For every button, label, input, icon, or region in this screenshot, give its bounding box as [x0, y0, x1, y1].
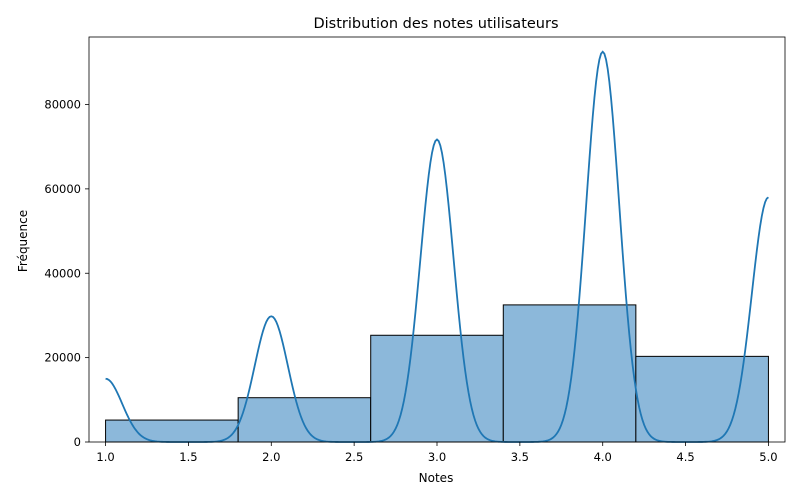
y-axis-ticks: 0 20000 40000 60000 80000	[44, 98, 89, 449]
x-tick-label: 3.5	[511, 450, 529, 464]
histogram-bar	[635, 355, 769, 443]
x-axis-ticks: 1.0 1.5 2.0 2.5 3.0 3.5 4.0 4.5 5.0	[96, 442, 778, 464]
histogram-bars	[105, 304, 769, 443]
kde-curve	[105, 50, 769, 443]
y-tick-label: 60000	[44, 182, 81, 196]
x-tick-label: 4.0	[594, 450, 612, 464]
x-tick-label: 2.0	[262, 450, 280, 464]
x-tick-label: 1.0	[96, 450, 114, 464]
x-tick-label: 2.5	[345, 450, 363, 464]
histogram-bar	[237, 397, 372, 443]
x-tick-label: 1.5	[179, 450, 197, 464]
y-tick-label: 20000	[44, 351, 81, 365]
x-tick-label: 4.5	[676, 450, 694, 464]
histogram-bar	[370, 334, 504, 443]
histogram-bar	[105, 419, 239, 443]
x-tick-label: 5.0	[759, 450, 777, 464]
y-axis-label: Fréquence	[16, 210, 30, 272]
y-tick-label: 0	[74, 435, 81, 449]
histogram-bar	[502, 304, 637, 443]
x-axis-label: Notes	[419, 471, 454, 485]
chart-title: Distribution des notes utilisateurs	[313, 16, 558, 32]
x-tick-label: 3.0	[428, 450, 446, 464]
y-tick-label: 80000	[44, 98, 81, 112]
y-tick-label: 40000	[44, 266, 81, 280]
